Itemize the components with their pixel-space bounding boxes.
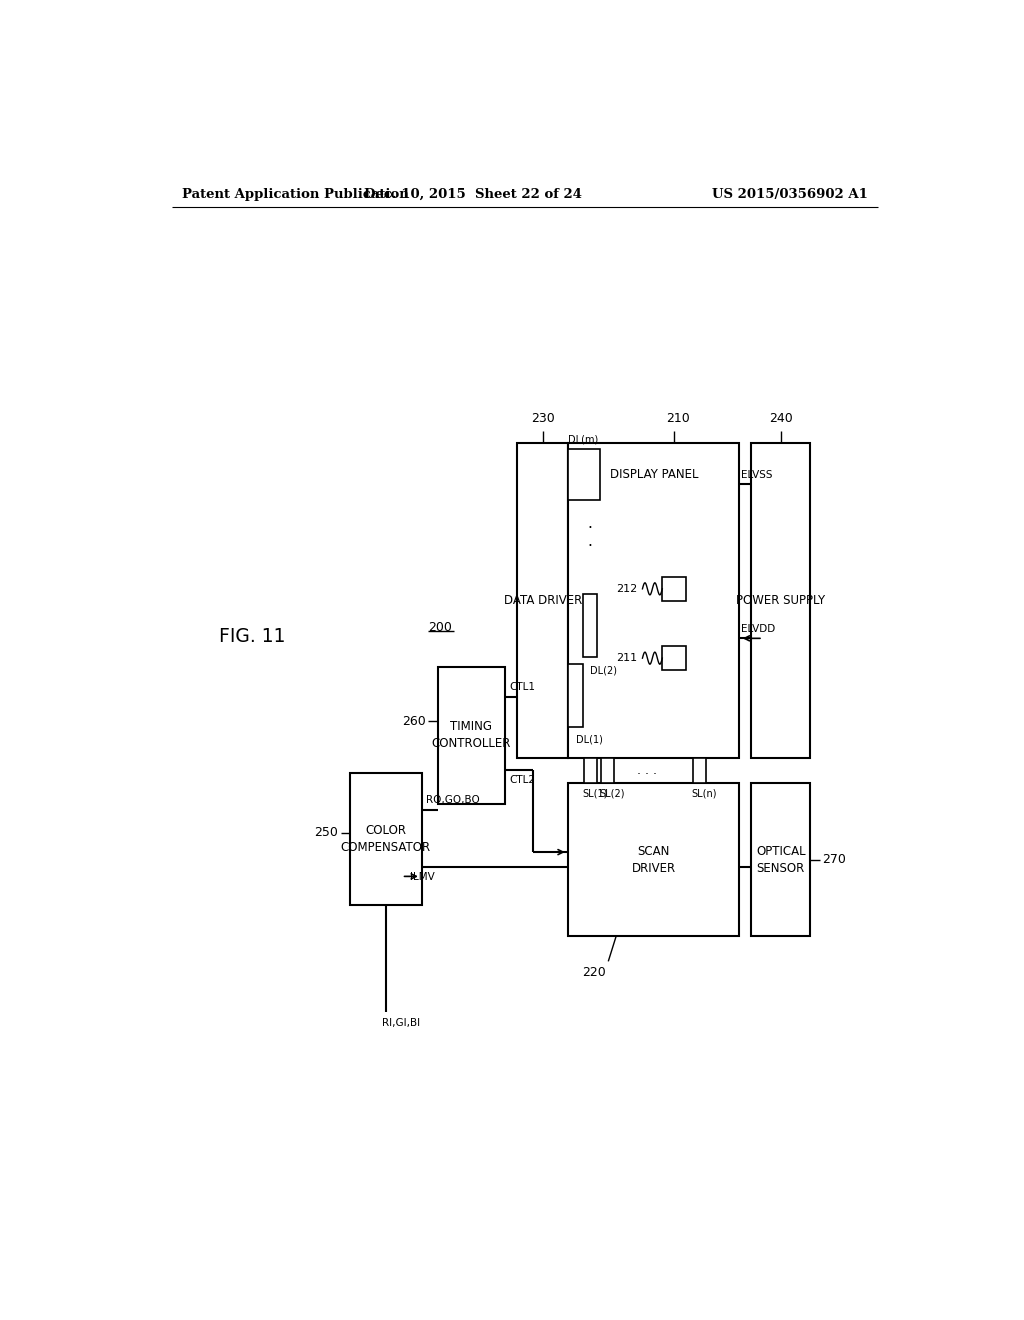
Text: RI,GI,BI: RI,GI,BI — [382, 1018, 420, 1028]
Text: 230: 230 — [530, 412, 555, 425]
Bar — [751, 444, 811, 758]
Bar — [517, 444, 568, 758]
Bar — [437, 667, 505, 804]
Text: FIG. 11: FIG. 11 — [219, 627, 286, 645]
Text: DL(m): DL(m) — [567, 434, 598, 445]
Text: Dec. 10, 2015  Sheet 22 of 24: Dec. 10, 2015 Sheet 22 of 24 — [365, 187, 583, 201]
Bar — [350, 774, 422, 906]
Text: TIMING
CONTROLLER: TIMING CONTROLLER — [431, 721, 511, 750]
Text: POWER SUPPLY: POWER SUPPLY — [736, 594, 825, 607]
Text: US 2015/0356902 A1: US 2015/0356902 A1 — [712, 187, 867, 201]
Text: DISPLAY PANEL: DISPLAY PANEL — [609, 469, 698, 482]
Bar — [584, 758, 597, 784]
Text: ELVSS: ELVSS — [741, 470, 773, 480]
Text: DL(2): DL(2) — [590, 665, 616, 676]
Text: . . .: . . . — [637, 764, 657, 777]
Text: 212: 212 — [615, 583, 637, 594]
Text: SCAN
DRIVER: SCAN DRIVER — [632, 845, 676, 875]
Text: 240: 240 — [769, 412, 793, 425]
Text: CTL1: CTL1 — [509, 681, 535, 692]
Bar — [601, 758, 613, 784]
Text: OPTICAL
SENSOR: OPTICAL SENSOR — [756, 845, 806, 875]
Bar — [568, 664, 583, 726]
Bar — [583, 594, 597, 657]
Text: CTL2: CTL2 — [509, 775, 535, 784]
Text: DATA DRIVER: DATA DRIVER — [504, 594, 582, 607]
Text: 211: 211 — [615, 653, 637, 663]
Bar — [751, 784, 811, 936]
Bar — [663, 577, 686, 601]
Text: ·
·: · · — [588, 521, 592, 553]
Text: SL(n): SL(n) — [691, 788, 717, 799]
Text: 270: 270 — [822, 853, 846, 866]
Text: ILMV: ILMV — [410, 873, 434, 883]
Text: RO,GO,BO: RO,GO,BO — [426, 795, 479, 805]
Text: DL(1): DL(1) — [575, 735, 602, 744]
Text: Patent Application Publication: Patent Application Publication — [182, 187, 409, 201]
Bar — [568, 784, 739, 936]
Text: 260: 260 — [401, 715, 426, 729]
Text: SL(1): SL(1) — [583, 788, 607, 799]
Bar — [693, 758, 706, 784]
Text: COLOR
COMPENSATOR: COLOR COMPENSATOR — [341, 825, 431, 854]
Text: SL(2): SL(2) — [599, 788, 625, 799]
Bar — [568, 449, 600, 500]
Text: 250: 250 — [314, 826, 338, 840]
Bar — [568, 444, 739, 758]
Text: ELVDD: ELVDD — [741, 624, 776, 635]
Text: 210: 210 — [667, 412, 690, 425]
Bar — [663, 647, 686, 669]
Text: 220: 220 — [583, 966, 606, 979]
Text: 200: 200 — [428, 620, 452, 634]
